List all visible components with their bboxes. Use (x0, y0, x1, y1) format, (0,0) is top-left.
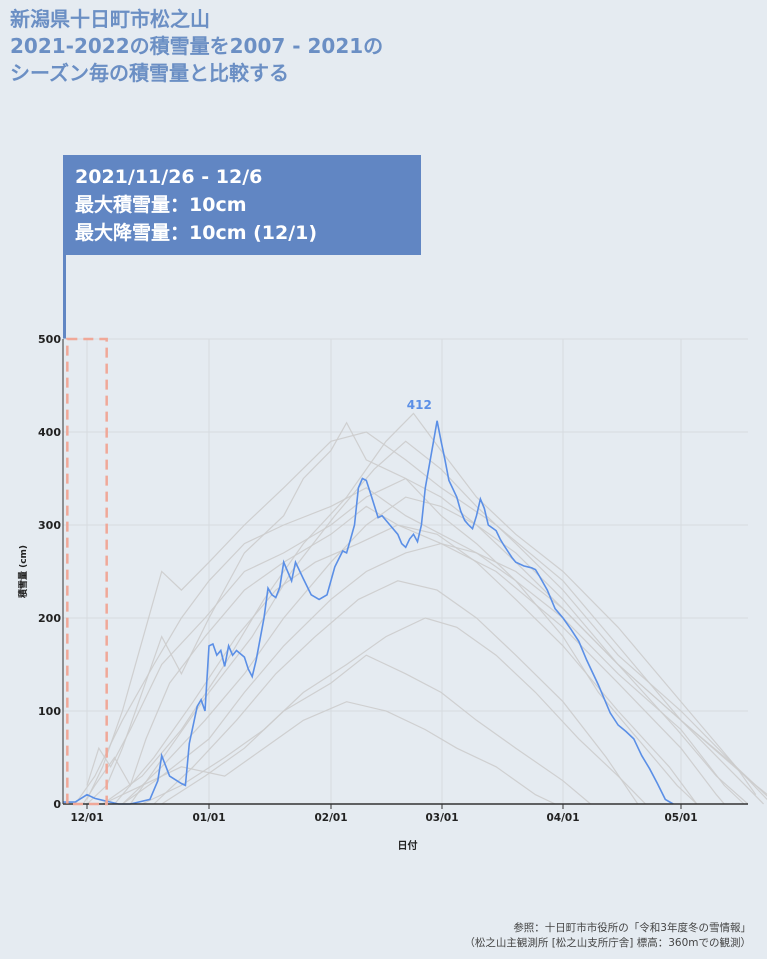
season-line-6 (74, 487, 745, 805)
x-tick-label-5: 05/01 (664, 812, 697, 824)
season-line-2 (102, 412, 757, 805)
x-tick-label-1: 01/01 (192, 812, 225, 824)
y-tick-label-4: 400 (38, 426, 61, 439)
y-tick-label-1: 100 (38, 705, 61, 718)
x-tick-label-2: 02/01 (314, 812, 347, 824)
season-line-5 (161, 654, 591, 805)
title-line-3: シーズン毎の積雪量と比較する (10, 61, 289, 85)
x-tick-label-0: 12/01 (70, 812, 103, 824)
window-info-box: 2021/11/26 - 12/6 最大積雪量：10cm 最大降雪量：10cm … (63, 155, 421, 255)
season-line-3 (141, 617, 647, 805)
current-season-line (63, 420, 674, 805)
info-box-pointer (63, 255, 66, 339)
title-line-2: 2021-2022の積雪量を2007 - 2021の (10, 34, 384, 58)
y-tick-label-0: 0 (53, 798, 61, 811)
y-tick-label-3: 300 (38, 519, 61, 532)
x-tick-label-4: 04/01 (546, 812, 579, 824)
info-max-snowfall: 最大降雪量：10cm (12/1) (75, 222, 318, 244)
season-line-10 (102, 701, 556, 805)
x-tick-label-3: 03/01 (425, 812, 458, 824)
source-line-1: 参照：十日町市市役所の「令和3年度冬の雪情報」 (513, 922, 751, 934)
y-tick-label-5: 500 (38, 333, 61, 346)
season-line-13 (153, 580, 639, 805)
season-line-11 (129, 440, 767, 805)
season-line-4 (86, 431, 765, 805)
source-line-2: （松之山主観測所 [松之山支所庁舎] 標高：360mでの観測） (464, 937, 751, 949)
info-date-range: 2021/11/26 - 12/6 (75, 166, 263, 188)
peak-label: 412 (407, 398, 432, 412)
season-line-0 (86, 421, 698, 805)
x-axis-label: 日付 (398, 839, 418, 852)
season-line-8 (82, 505, 725, 805)
y-axis-label: 積雪量 (cm) (17, 545, 29, 599)
info-max-depth: 最大積雪量：10cm (75, 194, 247, 216)
chart-title: 新潟県十日町市松之山 2021-2022の積雪量を2007 - 2021の シー… (10, 6, 730, 87)
title-line-1: 新潟県十日町市松之山 (10, 7, 210, 31)
y-tick-label-2: 200 (38, 612, 61, 625)
highlight-window-box (66, 337, 108, 806)
source-note: 参照：十日町市市役所の「令和3年度冬の雪情報」 （松之山主観測所 [松之山支所庁… (464, 921, 751, 951)
season-line-12 (86, 477, 767, 795)
